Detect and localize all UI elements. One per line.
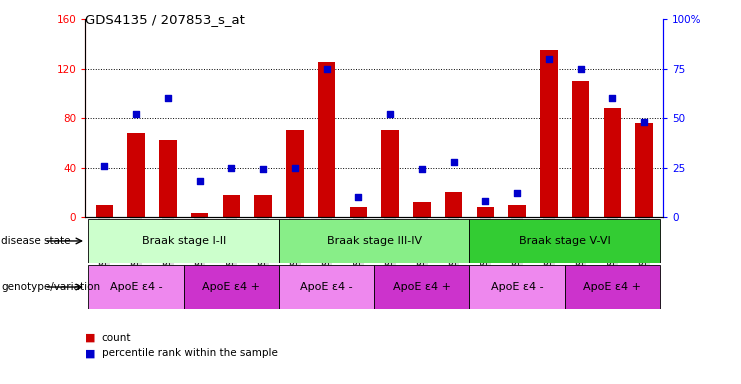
Point <box>225 164 237 170</box>
Bar <box>604 108 621 217</box>
Bar <box>254 195 272 217</box>
Bar <box>374 265 470 309</box>
Text: ApoE ε4 -: ApoE ε4 - <box>300 282 353 292</box>
Bar <box>127 133 144 217</box>
Point <box>289 164 301 170</box>
Bar <box>540 50 557 217</box>
Point <box>543 56 555 62</box>
Text: ApoE ε4 +: ApoE ε4 + <box>202 282 260 292</box>
Point <box>479 198 491 204</box>
Bar <box>318 63 335 217</box>
Point <box>99 162 110 169</box>
Text: percentile rank within the sample: percentile rank within the sample <box>102 348 277 358</box>
Point <box>162 95 173 101</box>
Bar <box>222 195 240 217</box>
Point <box>416 166 428 172</box>
Text: genotype/variation: genotype/variation <box>1 282 101 292</box>
Point <box>193 178 205 184</box>
Point <box>511 190 523 196</box>
Point <box>257 166 269 172</box>
Point <box>353 194 365 200</box>
Text: ApoE ε4 -: ApoE ε4 - <box>110 282 162 292</box>
Bar <box>184 265 279 309</box>
Point <box>606 95 618 101</box>
Bar <box>470 219 660 263</box>
Bar <box>565 265 660 309</box>
Bar <box>159 140 176 217</box>
Text: ApoE ε4 +: ApoE ε4 + <box>393 282 451 292</box>
Bar <box>88 265 184 309</box>
Bar <box>382 131 399 217</box>
Text: ApoE ε4 +: ApoE ε4 + <box>583 282 642 292</box>
Text: ApoE ε4 -: ApoE ε4 - <box>491 282 543 292</box>
Bar <box>88 219 279 263</box>
Bar <box>279 219 470 263</box>
Point <box>130 111 142 117</box>
Bar <box>445 192 462 217</box>
Bar <box>96 205 113 217</box>
Text: GDS4135 / 207853_s_at: GDS4135 / 207853_s_at <box>85 13 245 26</box>
Text: count: count <box>102 333 131 343</box>
Bar <box>413 202 431 217</box>
Bar <box>350 207 367 217</box>
Text: ■: ■ <box>85 348 96 358</box>
Point <box>321 66 333 72</box>
Bar <box>636 123 653 217</box>
Bar <box>279 265 374 309</box>
Text: disease state: disease state <box>1 236 71 246</box>
Bar <box>191 213 208 217</box>
Point <box>575 66 587 72</box>
Text: Braak stage III-IV: Braak stage III-IV <box>327 236 422 246</box>
Bar <box>476 207 494 217</box>
Bar <box>286 131 304 217</box>
Point <box>384 111 396 117</box>
Bar <box>572 81 589 217</box>
Point <box>638 119 650 125</box>
Text: ■: ■ <box>85 333 96 343</box>
Bar <box>508 205 526 217</box>
Point <box>448 159 459 165</box>
Text: Braak stage V-VI: Braak stage V-VI <box>519 236 611 246</box>
Text: Braak stage I-II: Braak stage I-II <box>142 236 226 246</box>
Bar <box>470 265 565 309</box>
